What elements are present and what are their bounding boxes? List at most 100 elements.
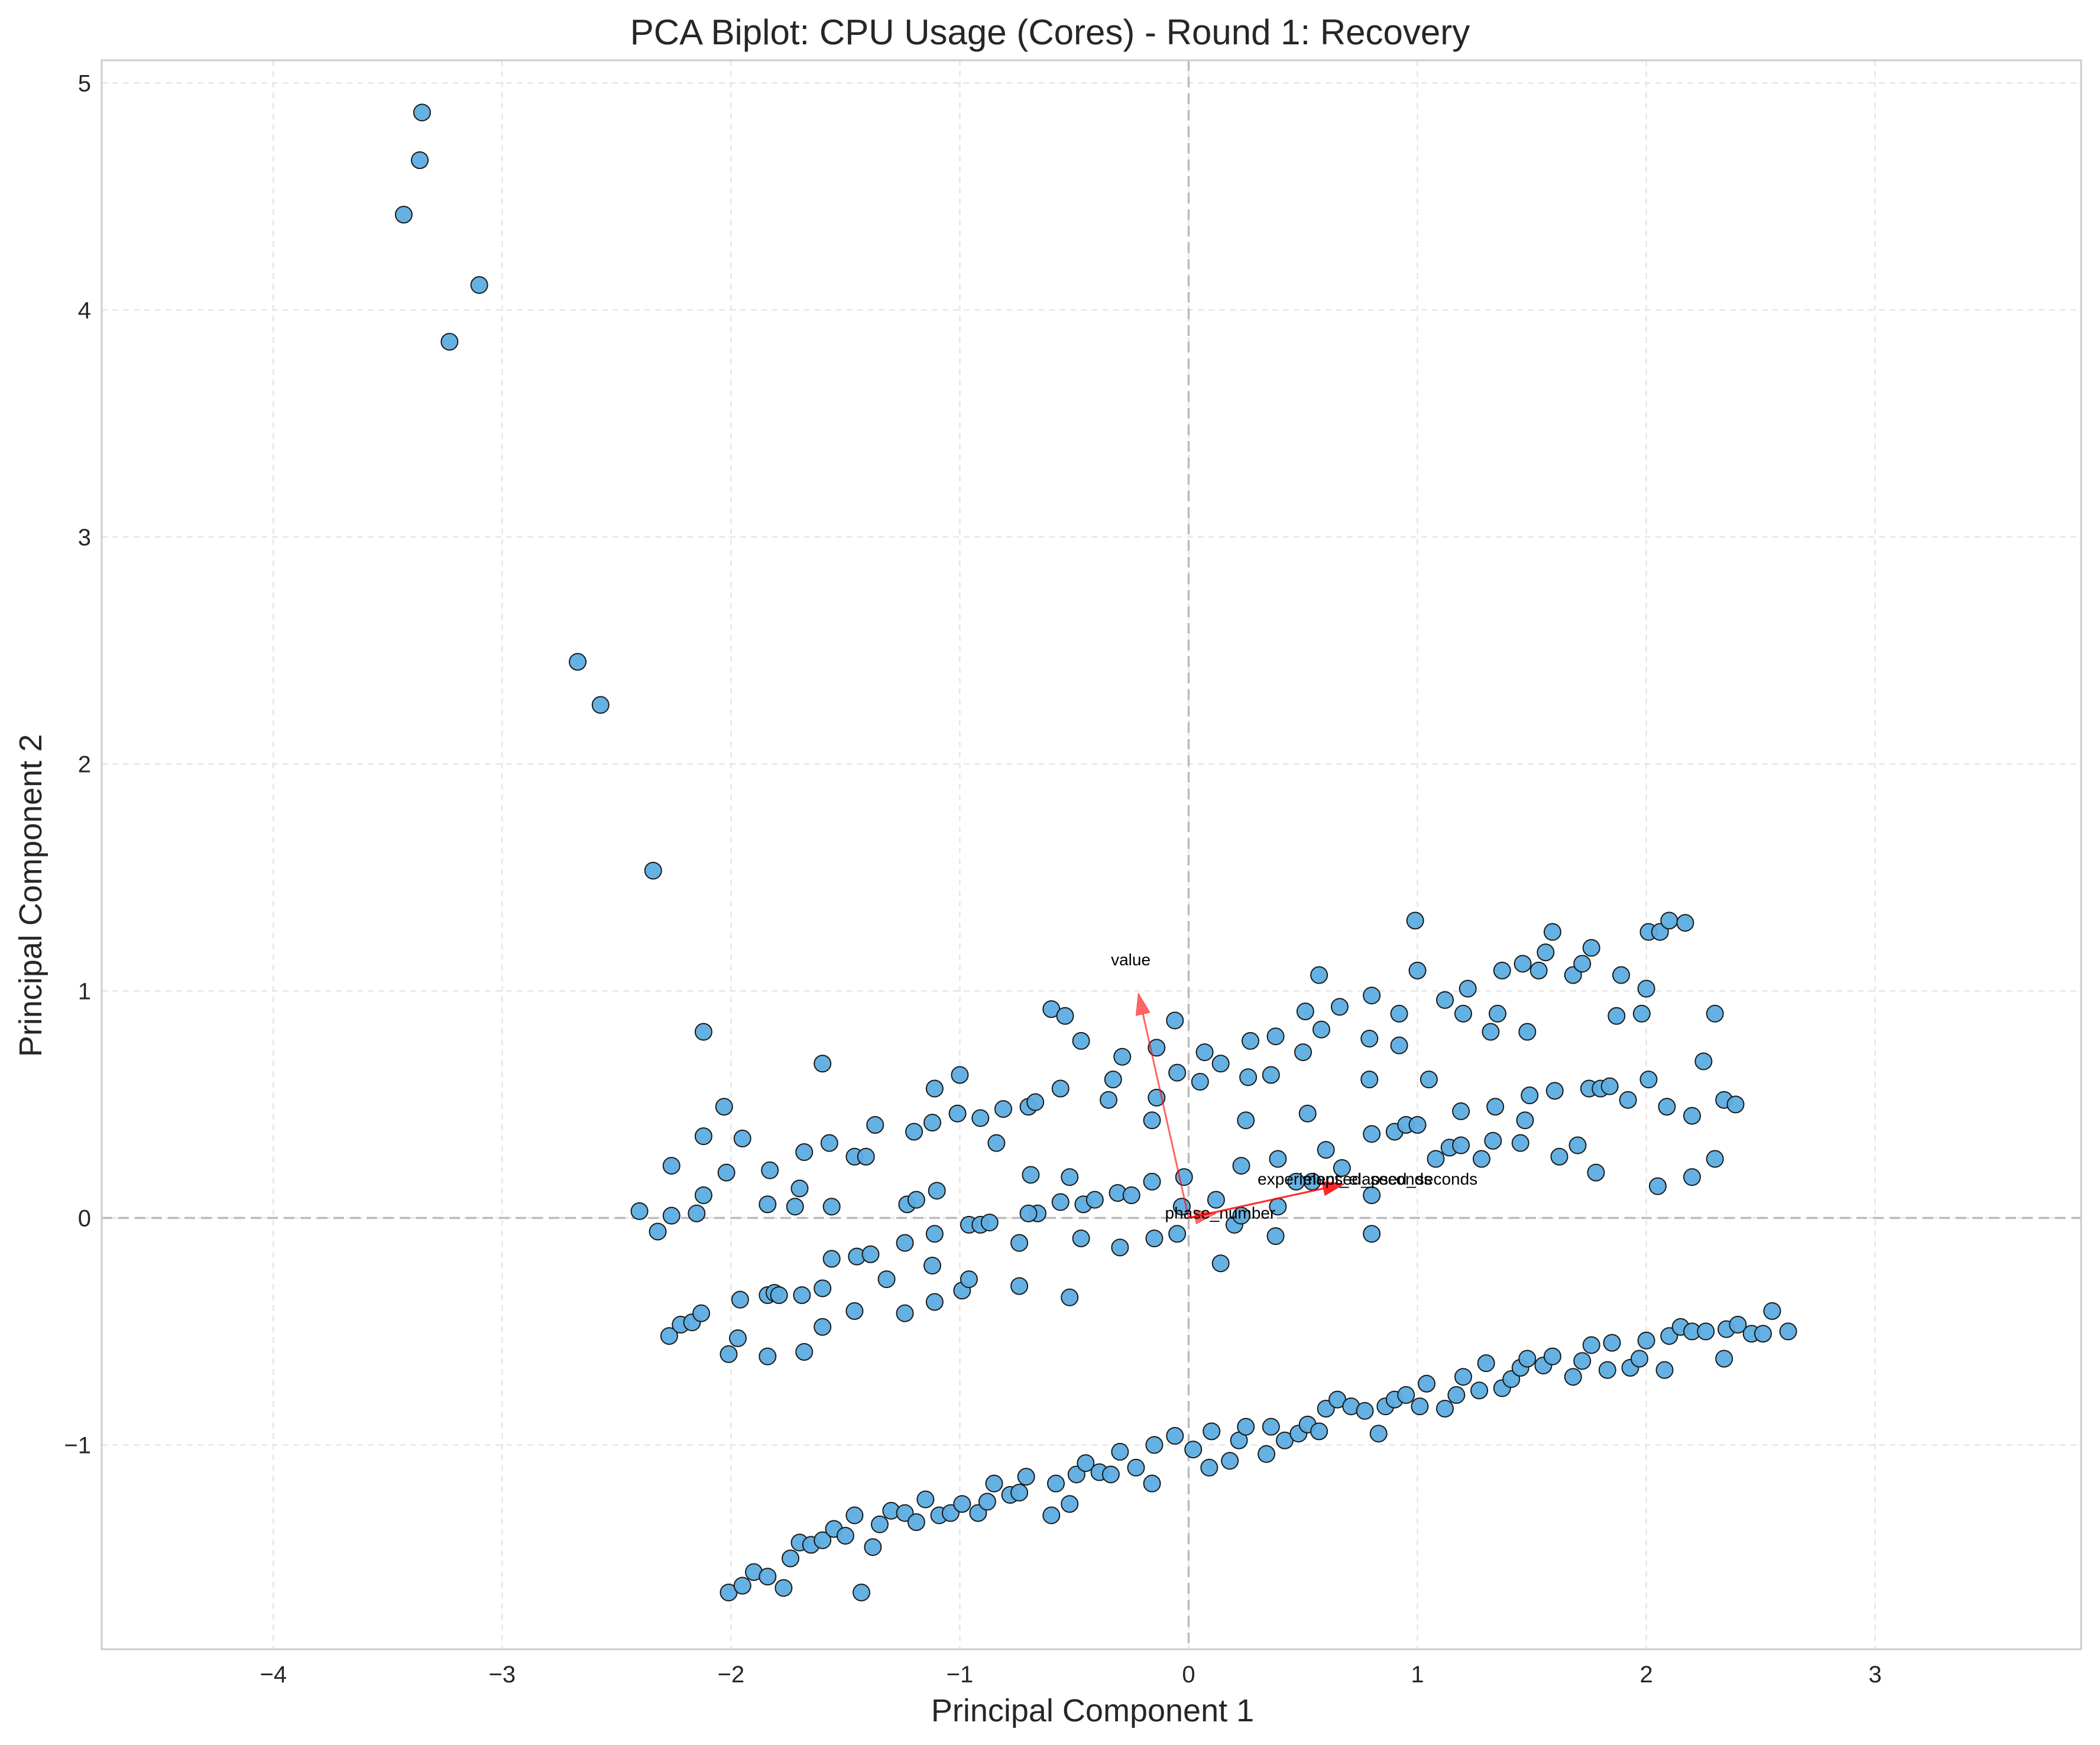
scatter-point [980, 1214, 999, 1232]
scatter-point [1411, 1397, 1429, 1416]
plot-frame [101, 59, 2082, 1650]
scatter-point [928, 1182, 946, 1200]
y-axis-label: Principal Component 2 [13, 734, 48, 1057]
scatter-point [1763, 1302, 1781, 1320]
scatter-point [1427, 1150, 1445, 1168]
scatter-point [1195, 1043, 1214, 1062]
scatter-point [953, 1495, 971, 1513]
scatter-point [1639, 1071, 1658, 1089]
scatter-point [1022, 1166, 1040, 1184]
scatter-point [1612, 966, 1631, 984]
scatter-point [1514, 955, 1532, 973]
scatter-point [1543, 923, 1561, 941]
scatter-point [1072, 1229, 1090, 1247]
x-tick-label: 3 [1869, 1662, 1882, 1688]
scatter-point [411, 151, 429, 169]
x-axis-label: Principal Component 1 [931, 1693, 1254, 1728]
scatter-point [733, 1577, 751, 1595]
scatter-point [1143, 1172, 1161, 1191]
scatter-point [971, 1109, 990, 1127]
scatter-point [1706, 1004, 1724, 1023]
loading-label: experiment_elapsed_seconds [1258, 1170, 1477, 1188]
scatter-point [1145, 1436, 1164, 1454]
scatter-point [1521, 1086, 1539, 1105]
scatter-point [1312, 1020, 1330, 1039]
scatter-point [1573, 955, 1592, 973]
scatter-point [1051, 1193, 1070, 1211]
loading-label: value [1111, 951, 1151, 969]
scatter-point [1242, 1032, 1260, 1050]
scatter-point [845, 1506, 864, 1525]
scatter-point [978, 1493, 996, 1511]
scatter-point [1484, 1131, 1502, 1150]
scatter-point [720, 1345, 738, 1363]
scatter-point [660, 1327, 678, 1345]
y-tick-label: 2 [78, 751, 91, 777]
scatter-point [1262, 1418, 1280, 1436]
scatter-point [1600, 1077, 1619, 1095]
scatter-point [1237, 1418, 1255, 1436]
scatter-point [994, 1100, 1012, 1118]
scatter-point [1715, 1350, 1733, 1368]
scatter-point [1582, 939, 1600, 957]
scatter-point [1482, 1023, 1500, 1041]
scatter-point [1363, 1225, 1381, 1243]
scatter-point [1042, 1506, 1061, 1525]
scatter-point [394, 206, 413, 224]
scatter-point [1582, 1336, 1600, 1354]
scatter-point [782, 1549, 800, 1568]
scatter-point [795, 1143, 814, 1162]
scatter-point [1207, 1191, 1225, 1209]
scatter-point [715, 1098, 733, 1116]
scatter-point [1658, 1098, 1676, 1116]
scatter-point [1420, 1071, 1438, 1089]
scatter-point [1010, 1484, 1029, 1502]
scatter-point [1486, 1098, 1505, 1116]
scatter-point [1111, 1442, 1129, 1461]
scatter-point [1269, 1150, 1287, 1168]
scatter-point [985, 1474, 1003, 1493]
scatter-point [1648, 1177, 1667, 1195]
scatter-point [1472, 1150, 1490, 1168]
scatter-point [1363, 1125, 1381, 1143]
y-tick-label: 1 [78, 978, 91, 1004]
scatter-point [1632, 1004, 1651, 1023]
scatter-point [759, 1195, 777, 1214]
scatter-point [814, 1279, 832, 1298]
scatter-point [1418, 1374, 1436, 1393]
scatter-point [1104, 1071, 1122, 1089]
zero-lines [102, 60, 2081, 1649]
chart-title: PCA Biplot: CPU Usage (Cores) - Round 1:… [630, 12, 1470, 52]
scatter-point [1026, 1093, 1045, 1111]
scatter-point [1729, 1315, 1747, 1334]
scatter-point [1406, 912, 1424, 930]
scatter-point [1294, 1043, 1312, 1062]
scatter-point [1363, 987, 1381, 1005]
scatter-point [870, 1515, 889, 1533]
scatter-point [717, 1163, 735, 1182]
scatter-point [877, 1270, 896, 1289]
scatter-point [925, 1079, 944, 1098]
scatter-point [1573, 1352, 1592, 1370]
scatter-point [1477, 1354, 1495, 1373]
x-tick-label: −3 [489, 1662, 516, 1688]
x-tick-label: 1 [1411, 1662, 1424, 1688]
scatter-point [1529, 961, 1548, 979]
scatter-point [1470, 1381, 1489, 1400]
loading-vectors: value phase_number experiment_elapsed_seco… [1111, 951, 1477, 1225]
y-tick-label: 3 [78, 524, 91, 550]
scatter-point [925, 1293, 944, 1311]
scatter-point [688, 1204, 706, 1222]
scatter-point [440, 333, 459, 351]
scatter-point [1493, 961, 1511, 979]
scatter-point [814, 1318, 832, 1336]
scatter-point [1148, 1039, 1166, 1057]
scatter-points [394, 103, 1797, 1601]
scatter-point [853, 1584, 871, 1601]
loading-arrow-head [1321, 1181, 1346, 1196]
scatter-point [1516, 1111, 1534, 1130]
scatter-point [1122, 1186, 1140, 1204]
scatter-point [1072, 1032, 1090, 1050]
x-tick-label: 0 [1182, 1662, 1195, 1688]
scatter-point [591, 696, 610, 714]
